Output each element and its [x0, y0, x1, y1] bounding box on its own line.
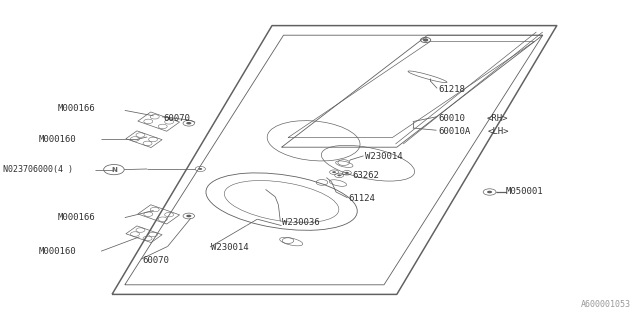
Text: M050001: M050001 — [506, 187, 543, 196]
Text: W230036: W230036 — [282, 218, 319, 227]
Text: 60070: 60070 — [163, 114, 190, 123]
Text: M000166: M000166 — [58, 104, 95, 113]
Circle shape — [198, 168, 202, 170]
Text: M000160: M000160 — [38, 135, 76, 144]
Text: 60010: 60010 — [438, 114, 465, 123]
Circle shape — [186, 215, 191, 217]
Circle shape — [345, 172, 349, 174]
Text: N: N — [111, 167, 117, 172]
Text: M000166: M000166 — [58, 213, 95, 222]
Text: W230014: W230014 — [365, 152, 403, 161]
Text: 61218: 61218 — [438, 85, 465, 94]
Text: 61124: 61124 — [349, 194, 376, 203]
Text: 63262: 63262 — [352, 171, 379, 180]
Circle shape — [424, 39, 428, 41]
Text: M000160: M000160 — [38, 247, 76, 256]
Circle shape — [186, 122, 191, 124]
Circle shape — [332, 171, 336, 173]
Text: W230014: W230014 — [211, 244, 249, 252]
Circle shape — [337, 174, 341, 176]
Text: <LH>: <LH> — [488, 127, 509, 136]
Text: A600001053: A600001053 — [580, 300, 630, 309]
Text: 60010A: 60010A — [438, 127, 470, 136]
Text: 60070: 60070 — [142, 256, 169, 265]
Text: N023706000(4 ): N023706000(4 ) — [3, 165, 73, 174]
Text: <RH>: <RH> — [486, 114, 508, 123]
Circle shape — [487, 191, 492, 193]
